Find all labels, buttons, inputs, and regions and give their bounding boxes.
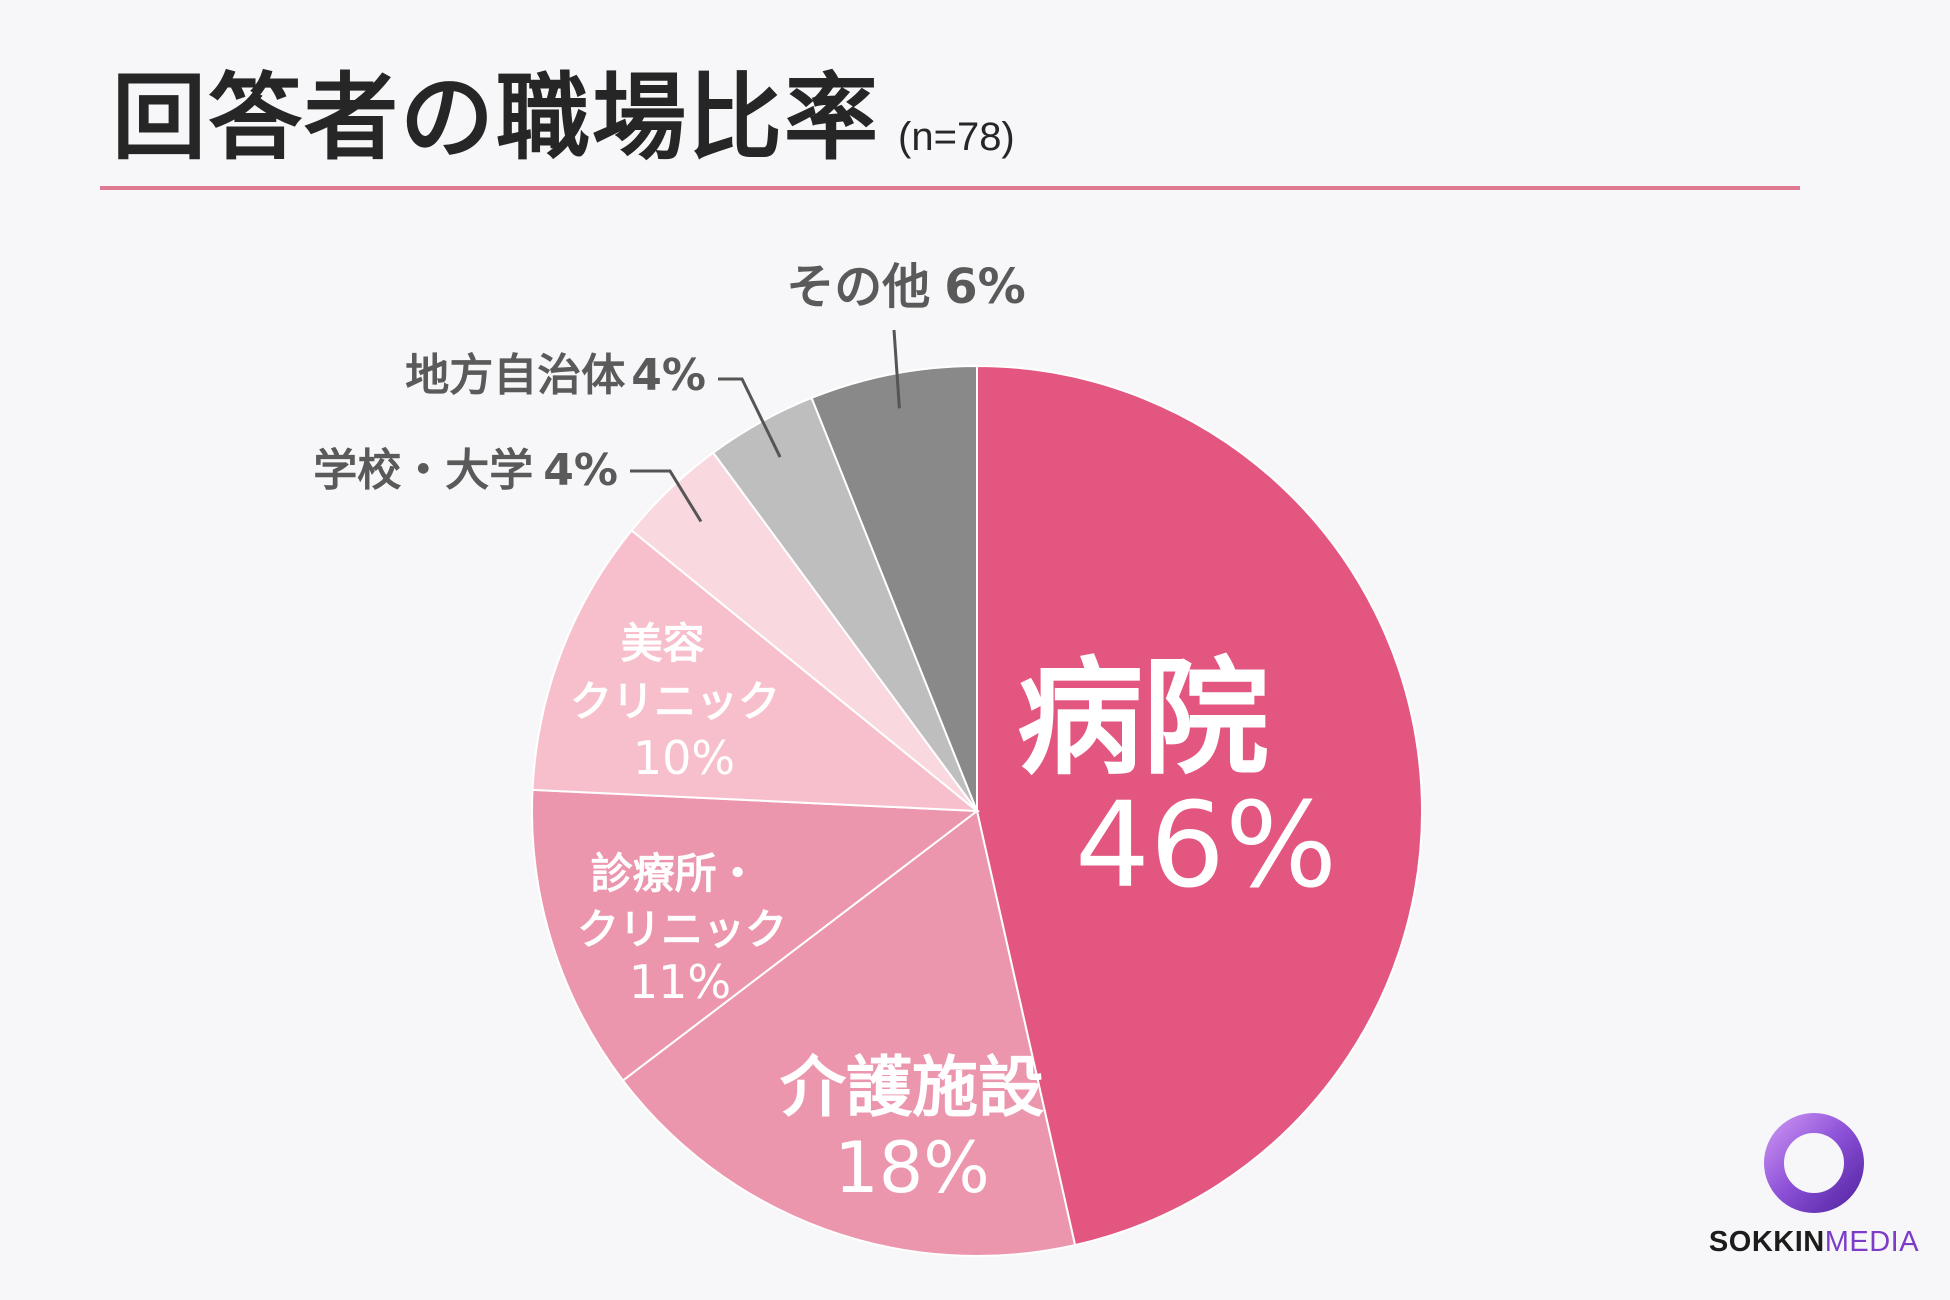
brand-name: SOKKINMEDIA [1694, 1226, 1934, 1259]
brand-name-light: MEDIA [1824, 1226, 1920, 1258]
brand-name-strong: SOKKIN [1708, 1226, 1825, 1258]
slice-value-beauty-clinic: 10% [633, 731, 735, 785]
outside-label-school: 学校・大学 4% [313, 445, 618, 496]
slice-care-facility [621, 809, 1077, 1257]
leader-line-school [630, 469, 703, 523]
outside-label-school-name: 学校・大学 [313, 445, 533, 496]
outside-label-local-gov: 地方自治体 4% [405, 350, 706, 401]
sample-size: (n=78) [898, 115, 1015, 159]
slice-label-beauty-line2: クリニック [570, 677, 780, 726]
outside-label-other-name: その他 [786, 259, 930, 315]
slice-beauty-clinic [531, 528, 980, 813]
title-row: 回答者の職場比率 (n=78) [112, 72, 1015, 166]
outside-label-other: その他 6% [786, 259, 1026, 315]
leader-line-local-gov [718, 377, 782, 458]
slice-label-beauty-clinic: 美容 クリニック [570, 619, 780, 726]
pie-slices [531, 364, 1424, 1257]
title-underline [100, 186, 1800, 190]
slice-value-hospital: 46% [1075, 776, 1337, 914]
sokkin-ring-icon [1764, 1113, 1864, 1213]
outside-label-other-value: 6% [944, 259, 1026, 315]
outside-label-local-gov-name: 地方自治体 [405, 350, 625, 401]
slice-value-care-facility: 18% [834, 1127, 990, 1209]
slice-label-clinic: 診療所・ クリニック [577, 849, 787, 954]
slice-label-care-facility: 介護施設 [780, 1049, 1044, 1126]
slice-hospital [976, 364, 1424, 1247]
outside-label-school-value: 4% [543, 445, 618, 496]
leader-line-other [892, 329, 901, 409]
slice-label-beauty-line1: 美容 [621, 619, 705, 668]
page-title: 回答者の職場比率 [112, 64, 881, 173]
slice-clinic [531, 788, 980, 1082]
slice-label-hospital: 病院 [1017, 645, 1269, 792]
slice-label-clinic-line1: 診療所・ [591, 849, 759, 898]
slice-other [810, 364, 978, 812]
slice-label-clinic-line2: クリニック [577, 905, 787, 954]
brand-logo: SOKKINMEDIA [1694, 1108, 1934, 1259]
leader-lines [630, 329, 901, 523]
slice-value-clinic: 11% [629, 955, 731, 1009]
outside-label-local-gov-value: 4% [631, 350, 706, 401]
